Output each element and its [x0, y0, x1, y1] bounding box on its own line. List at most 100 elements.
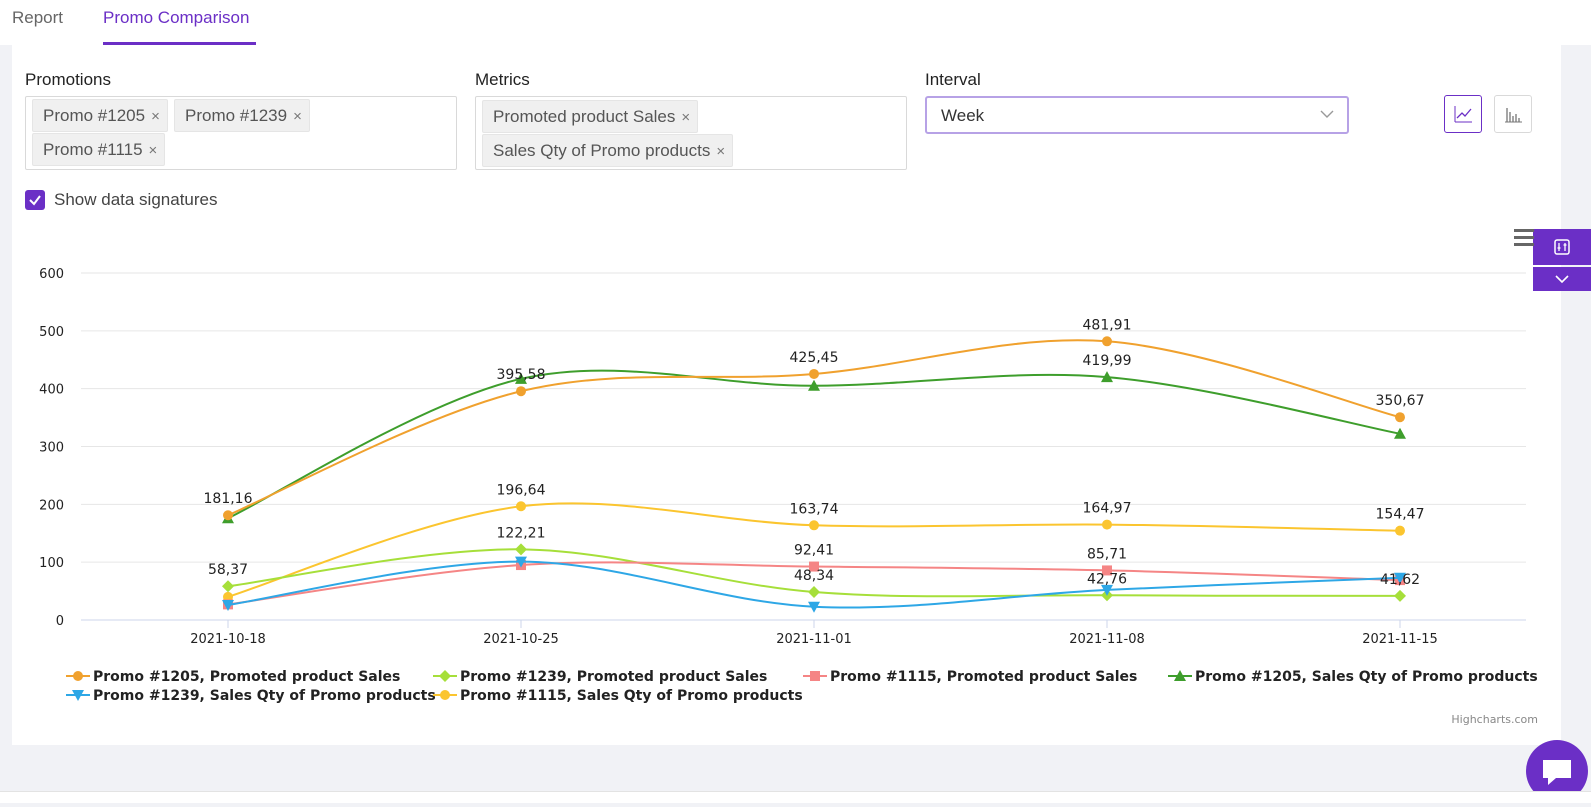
data-label: 41,62 — [1380, 572, 1420, 588]
metric-tag: Sales Qty of Promo products × — [482, 134, 734, 167]
side-settings-button[interactable] — [1533, 229, 1591, 265]
chat-icon — [1543, 760, 1571, 785]
bar-chart-toggle[interactable] — [1494, 95, 1532, 133]
data-point-marker[interactable] — [808, 586, 820, 599]
chevron-down-icon — [1320, 110, 1334, 118]
promotion-tag: Promo #1115 × — [32, 133, 166, 166]
x-tick-label: 2021-10-18 — [190, 632, 266, 647]
legend-item[interactable]: Promo #1115, Sales Qty of Promo products — [433, 688, 803, 704]
legend-item[interactable]: Promo #1239, Sales Qty of Promo products — [66, 688, 436, 704]
data-point-marker[interactable] — [516, 386, 526, 397]
data-point-marker[interactable] — [1101, 584, 1113, 596]
x-tick-label: 2021-10-25 — [483, 632, 559, 647]
data-label: 164,97 — [1083, 501, 1132, 517]
line-chart-icon — [1454, 106, 1472, 123]
data-point-marker[interactable] — [1102, 565, 1112, 576]
y-tick-label: 300 — [39, 441, 64, 456]
data-point-marker[interactable] — [808, 379, 820, 391]
legend-marker-symbol[interactable] — [73, 671, 83, 681]
data-label: 350,67 — [1376, 393, 1425, 409]
y-tick-label: 400 — [39, 383, 64, 398]
remove-tag-icon[interactable]: × — [148, 142, 158, 159]
data-point-marker[interactable] — [516, 501, 526, 512]
data-point-marker[interactable] — [515, 372, 527, 384]
data-label: 419,99 — [1083, 353, 1132, 369]
data-point-marker[interactable] — [1395, 525, 1405, 536]
promotions-multiselect[interactable]: Promo #1205 × Promo #1239 × Promo #1115 × — [25, 96, 457, 170]
data-label: 425,45 — [790, 350, 839, 366]
interval-select-value: Week — [941, 106, 985, 125]
legend-marker-symbol[interactable] — [439, 670, 451, 682]
interval-label: Interval — [925, 70, 981, 89]
metrics-label: Metrics — [475, 70, 530, 89]
data-label: 154,47 — [1376, 507, 1425, 523]
legend-marker-symbol[interactable] — [72, 690, 84, 701]
remove-tag-icon[interactable]: × — [716, 143, 726, 160]
show-data-signatures-checkbox[interactable] — [25, 190, 45, 210]
series-line[interactable] — [227, 369, 1401, 520]
data-point-marker[interactable] — [1395, 412, 1405, 423]
y-tick-label: 600 — [39, 267, 64, 282]
data-point-marker[interactable] — [1394, 572, 1406, 584]
metric-tag: Promoted product Sales × — [482, 100, 699, 133]
checkmark-icon — [29, 195, 41, 206]
data-point-marker[interactable] — [809, 520, 819, 531]
x-tick-label: 2021-11-15 — [1362, 632, 1438, 647]
legend-item-label: Promo #1205, Promoted product Sales — [93, 669, 400, 685]
data-label: 181,16 — [204, 491, 253, 507]
data-label: 92,41 — [794, 543, 834, 559]
data-point-marker[interactable] — [223, 510, 233, 521]
legend-item[interactable]: Promo #1205, Sales Qty of Promo products — [1168, 669, 1538, 685]
data-point-marker[interactable] — [1394, 589, 1406, 602]
data-point-marker[interactable] — [1102, 519, 1112, 530]
line-chart-toggle[interactable] — [1444, 95, 1482, 133]
remove-tag-icon[interactable]: × — [293, 108, 302, 125]
active-tab-indicator — [103, 42, 256, 45]
data-label: 196,64 — [497, 482, 546, 498]
promotion-tag: Promo #1205 × — [32, 99, 168, 132]
highcharts-credit[interactable]: Highcharts.com — [1451, 713, 1538, 726]
y-tick-label: 100 — [39, 556, 64, 571]
remove-tag-icon[interactable]: × — [151, 108, 160, 125]
tab-promo-comparison[interactable]: Promo Comparison — [103, 8, 250, 27]
data-point-marker[interactable] — [809, 368, 819, 379]
data-label: 481,91 — [1083, 317, 1132, 333]
x-tick-label: 2021-11-08 — [1069, 632, 1145, 647]
data-point-marker[interactable] — [808, 601, 820, 613]
data-point-marker[interactable] — [809, 561, 819, 572]
legend-marker-symbol[interactable] — [440, 690, 450, 700]
data-point-marker[interactable] — [222, 599, 234, 611]
legend-marker-symbol[interactable] — [810, 671, 820, 681]
metrics-multiselect[interactable]: Promoted product Sales × Sales Qty of Pro… — [475, 96, 907, 170]
interval-select[interactable]: Week — [925, 96, 1349, 134]
data-label: 163,74 — [790, 501, 839, 517]
data-point-marker[interactable] — [1101, 371, 1113, 383]
data-point-marker[interactable] — [1102, 336, 1112, 347]
remove-tag-icon[interactable]: × — [681, 109, 691, 126]
legend-item[interactable]: Promo #1205, Promoted product Sales — [66, 669, 400, 685]
data-point-marker[interactable] — [223, 591, 233, 602]
legend-marker-symbol[interactable] — [1174, 670, 1186, 681]
data-label: 58,37 — [208, 562, 248, 578]
data-point-marker[interactable] — [515, 556, 527, 568]
footer-bar — [0, 791, 1591, 803]
legend-item-label: Promo #1115, Sales Qty of Promo products — [460, 688, 803, 704]
legend-item-label: Promo #1115, Promoted product Sales — [830, 669, 1137, 685]
data-label: 42,76 — [1087, 571, 1127, 587]
series-line[interactable] — [227, 339, 1401, 517]
show-data-signatures-label: Show data signatures — [54, 190, 218, 209]
data-point-marker[interactable] — [1394, 427, 1406, 439]
tab-report[interactable]: Report — [12, 8, 64, 27]
y-tick-label: 500 — [39, 325, 64, 340]
data-label: 122,21 — [497, 525, 546, 541]
chart-menu-button[interactable] — [1510, 228, 1536, 250]
data-point-marker[interactable] — [222, 580, 234, 593]
promotions-label: Promotions — [25, 70, 111, 89]
legend-item[interactable]: Promo #1115, Promoted product Sales — [803, 669, 1137, 685]
legend-item[interactable]: Promo #1239, Promoted product Sales — [433, 669, 767, 685]
y-tick-label: 200 — [39, 498, 64, 513]
data-point-marker[interactable] — [515, 543, 527, 556]
data-label: 85,71 — [1087, 546, 1127, 562]
side-collapse-button[interactable] — [1533, 267, 1591, 291]
